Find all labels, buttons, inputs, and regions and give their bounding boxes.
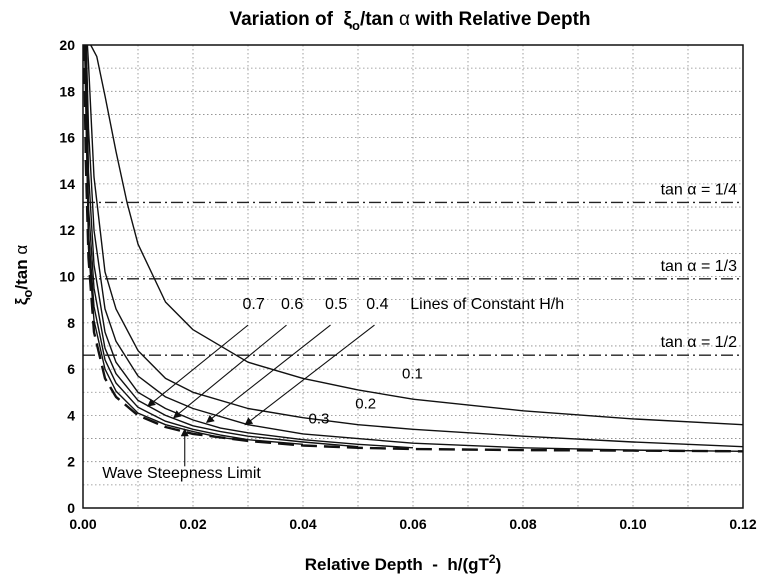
curve-h-over-h-0.3 [85, 44, 744, 452]
steepness-limit-annotation: Wave Steepness Limit [102, 465, 261, 482]
x-tick-label: 0.10 [619, 516, 646, 532]
pointer-arrow [205, 324, 331, 423]
chart-title: Variation of ξo/tan α with Relative Dept… [229, 9, 590, 33]
y-tick-label: 16 [59, 130, 75, 146]
x-tick-label: 0.12 [729, 516, 756, 532]
reference-lines: tan α = 1/4 tan α = 1/3 tan α = 1/2 [83, 181, 743, 356]
curve-label: 0.3 [309, 411, 330, 428]
slope-reference-label: tan α = 1/3 [661, 258, 738, 275]
y-tick-label: 4 [67, 407, 75, 423]
y-tick-label: 12 [59, 222, 75, 238]
curve-h-over-h-0.1 [90, 44, 744, 426]
y-tick-label: 2 [67, 454, 75, 470]
curve-h-over-h-0.2 [86, 44, 744, 448]
curve-label: 0.2 [355, 395, 376, 412]
y-tick-label: 0 [67, 500, 75, 516]
curve-h-over-h-0.4 [85, 44, 414, 449]
pointer-arrow [147, 324, 249, 407]
x-axis-label: Relative Depth - h/(gT2) [305, 552, 502, 574]
ratio-label: 0.6 [281, 296, 303, 313]
curve-h-over-h-0.7 [84, 44, 249, 442]
y-tick-label: 10 [59, 269, 75, 285]
series-group [82, 44, 744, 453]
y-tick-label: 8 [67, 315, 75, 331]
y-tick-label: 6 [67, 361, 75, 377]
pointer-arrow [172, 324, 287, 419]
ratio-label: 0.7 [243, 296, 265, 313]
y-axis-label: ξo/tan α [12, 245, 35, 305]
tick-labels: 0.00 0.02 0.04 0.06 0.08 0.10 0.12024681012141… [59, 37, 756, 532]
pointer-arrow [244, 324, 375, 426]
curve-h-over-h-0.6 [84, 44, 304, 445]
x-tick-label: 0.02 [179, 516, 206, 532]
y-tick-label: 14 [59, 176, 75, 192]
curve-label: 0.1 [402, 365, 423, 382]
x-tick-label: 0.00 [69, 516, 96, 532]
slope-reference-label: tan α = 1/4 [661, 181, 738, 198]
annotation-group: 0.1 0.2 0.3 0.7 0.6 0.5 0.4 Lines of Constant H… [102, 296, 564, 482]
slope-reference-label: tan α = 1/2 [661, 334, 738, 351]
ratio-label: 0.4 [366, 296, 388, 313]
x-tick-label: 0.04 [289, 516, 316, 532]
ratio-label: 0.5 [325, 296, 347, 313]
x-tick-label: 0.08 [509, 516, 536, 532]
curve-h-over-h-0.5 [84, 44, 359, 448]
y-tick-label: 20 [59, 37, 75, 53]
y-tick-label: 18 [59, 83, 75, 99]
plot-frame [82, 44, 744, 509]
steepness-limit-curve [82, 44, 744, 453]
grid [83, 45, 743, 508]
x-tick-label: 0.06 [399, 516, 426, 532]
constant-ratio-annotation: Lines of Constant H/h [410, 296, 564, 313]
